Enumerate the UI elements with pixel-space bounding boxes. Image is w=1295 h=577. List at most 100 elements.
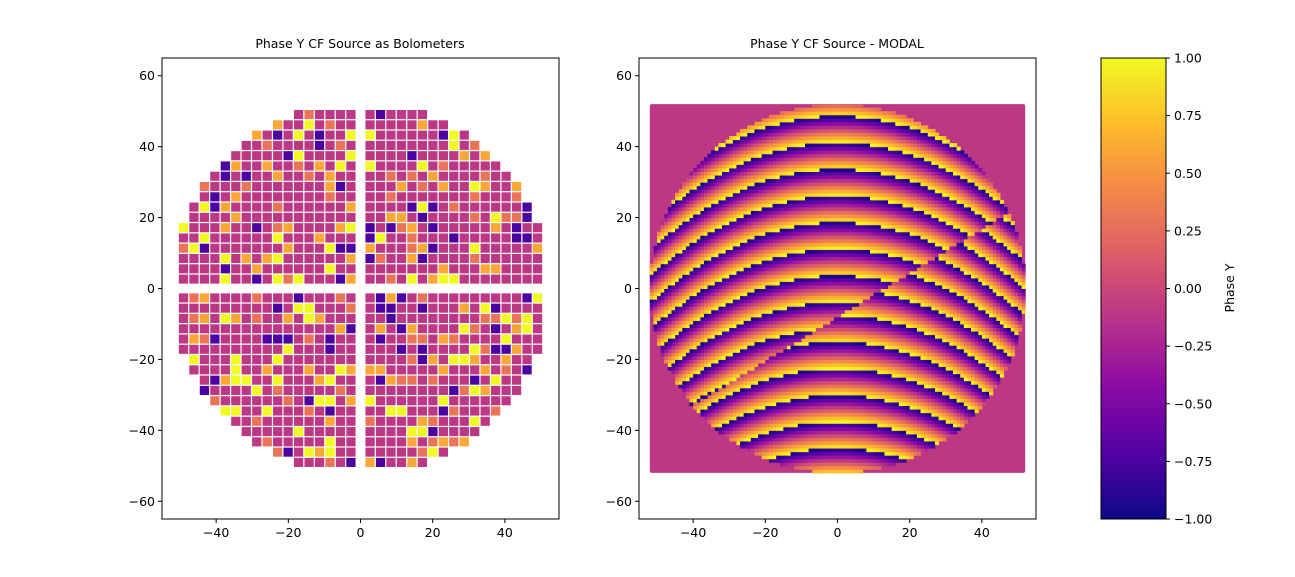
modal-pixel: [678, 295, 683, 300]
modal-pixel: [812, 299, 817, 304]
bolometer-cell: [283, 243, 293, 253]
modal-pixel: [999, 331, 1005, 336]
modal-pixel: [974, 331, 979, 336]
modal-pixel: [765, 433, 770, 438]
bolometer-cell: [304, 293, 314, 303]
modal-pixel: [805, 416, 810, 421]
modal-pixel: [761, 299, 766, 304]
modal-pixel: [909, 380, 914, 385]
modal-pixel: [790, 323, 795, 329]
modal-pixel: [956, 370, 961, 375]
modal-pixel: [718, 352, 723, 357]
modal-pixel: [783, 334, 788, 339]
modal-pixel: [812, 391, 817, 396]
modal-pixel: [844, 451, 849, 456]
modal-pixel: [873, 430, 878, 435]
modal-pixel: [884, 309, 889, 314]
modal-pixel: [895, 377, 900, 382]
modal-pixel: [1021, 309, 1026, 314]
modal-pixel: [667, 366, 672, 371]
modal-pixel: [711, 359, 716, 364]
modal-pixel: [732, 299, 737, 304]
modal-pixel: [916, 377, 922, 382]
bolometer-cell: [459, 406, 469, 416]
modal-pixel: [797, 455, 802, 460]
modal-pixel: [675, 373, 680, 378]
modal-pixel: [848, 469, 853, 474]
modal-pixel: [725, 331, 730, 336]
modal-pixel: [963, 352, 968, 357]
bolometer-cell: [335, 243, 346, 253]
modal-pixel: [783, 401, 788, 407]
modal-pixel: [797, 384, 802, 389]
modal-pixel: [895, 412, 900, 417]
modal-pixel: [884, 373, 889, 378]
modal-pixel: [743, 355, 748, 360]
modal-pixel: [754, 320, 759, 325]
modal-pixel: [736, 437, 741, 442]
modal-pixel: [772, 309, 777, 314]
bolometer-cell: [375, 110, 386, 120]
modal-pixel: [700, 409, 705, 414]
modal-pixel: [841, 426, 846, 431]
modal-pixel: [682, 295, 687, 300]
modal-pixel: [750, 437, 755, 442]
modal-pixel: [837, 444, 842, 449]
modal-pixel: [768, 338, 774, 343]
modal-pixel: [848, 366, 853, 371]
modal-pixel: [761, 437, 766, 442]
bolometer-cell: [417, 253, 428, 264]
modal-pixel: [974, 366, 979, 371]
modal-pixel: [999, 316, 1005, 321]
modal-pixel: [859, 465, 864, 470]
modal-pixel: [841, 430, 846, 435]
modal-pixel: [924, 426, 929, 431]
modal-pixel: [999, 323, 1005, 329]
modal-pixel: [913, 409, 918, 414]
bolometer-cell: [417, 427, 428, 437]
modal-pixel: [761, 440, 766, 446]
modal-pixel: [891, 451, 896, 456]
modal-pixel: [1017, 306, 1023, 311]
bolometer-cell: [293, 130, 304, 140]
modal-pixel: [703, 348, 709, 353]
bolometer-cell: [386, 243, 396, 253]
modal-pixel: [981, 398, 986, 403]
bolometer-cell: [365, 264, 375, 274]
modal-pixel: [869, 462, 875, 467]
bolometer-cell: [273, 303, 283, 313]
modal-pixel: [873, 323, 878, 329]
bolometer-cell: [283, 274, 293, 284]
modal-pixel: [869, 302, 875, 307]
modal-pixel: [783, 426, 788, 431]
modal-pixel: [700, 331, 705, 336]
modal-pixel: [895, 373, 900, 378]
modal-pixel: [913, 448, 918, 453]
modal-pixel: [841, 451, 846, 456]
bolometer-cell: [335, 182, 346, 192]
modal-pixel: [963, 416, 968, 421]
modal-pixel: [884, 387, 889, 392]
modal-pixel: [837, 455, 842, 460]
modal-pixel: [855, 433, 860, 438]
bolometer-cell: [241, 416, 251, 426]
modal-pixel: [920, 387, 925, 392]
modal-pixel: [985, 387, 990, 392]
modal-pixel: [772, 401, 777, 407]
modal-pixel: [754, 359, 759, 364]
modal-pixel: [891, 430, 896, 435]
modal-pixel: [859, 370, 864, 375]
modal-pixel: [902, 377, 907, 382]
modal-pixel: [862, 327, 867, 332]
modal-pixel: [869, 348, 875, 353]
modal-pixel: [722, 419, 727, 424]
modal-pixel: [714, 362, 719, 368]
modal-pixel: [689, 299, 694, 304]
modal-pixel: [837, 295, 842, 300]
modal-pixel: [826, 359, 831, 364]
modal-pixel: [711, 334, 716, 339]
modal-pixel: [924, 433, 929, 438]
modal-pixel: [844, 412, 849, 417]
modal-pixel: [678, 348, 683, 353]
modal-pixel: [675, 362, 680, 368]
